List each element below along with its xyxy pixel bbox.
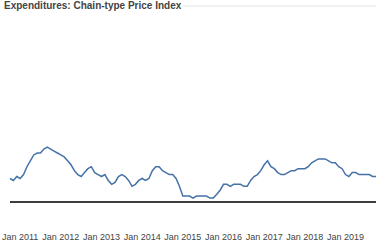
html-text:Expenditures: Chain-type Price: Expenditures: Chain-type Price Index [4,0,182,11]
svg-text:Jan 2015: Jan 2015 [164,232,201,242]
svg-text:Jan 2011: Jan 2011 [8,232,38,242]
svg-text:Jan 2012: Jan 2012 [42,232,79,242]
svg-text:Jan 2018: Jan 2018 [286,232,323,242]
svg-text:Jan 2017: Jan 2017 [246,232,283,242]
svg-text:Jan 2016: Jan 2016 [205,232,242,242]
svg-text:Jan 2019: Jan 2019 [327,232,364,242]
svg-text:Jan 2013: Jan 2013 [83,232,120,242]
svg-text:Jan 2014: Jan 2014 [124,232,161,242]
